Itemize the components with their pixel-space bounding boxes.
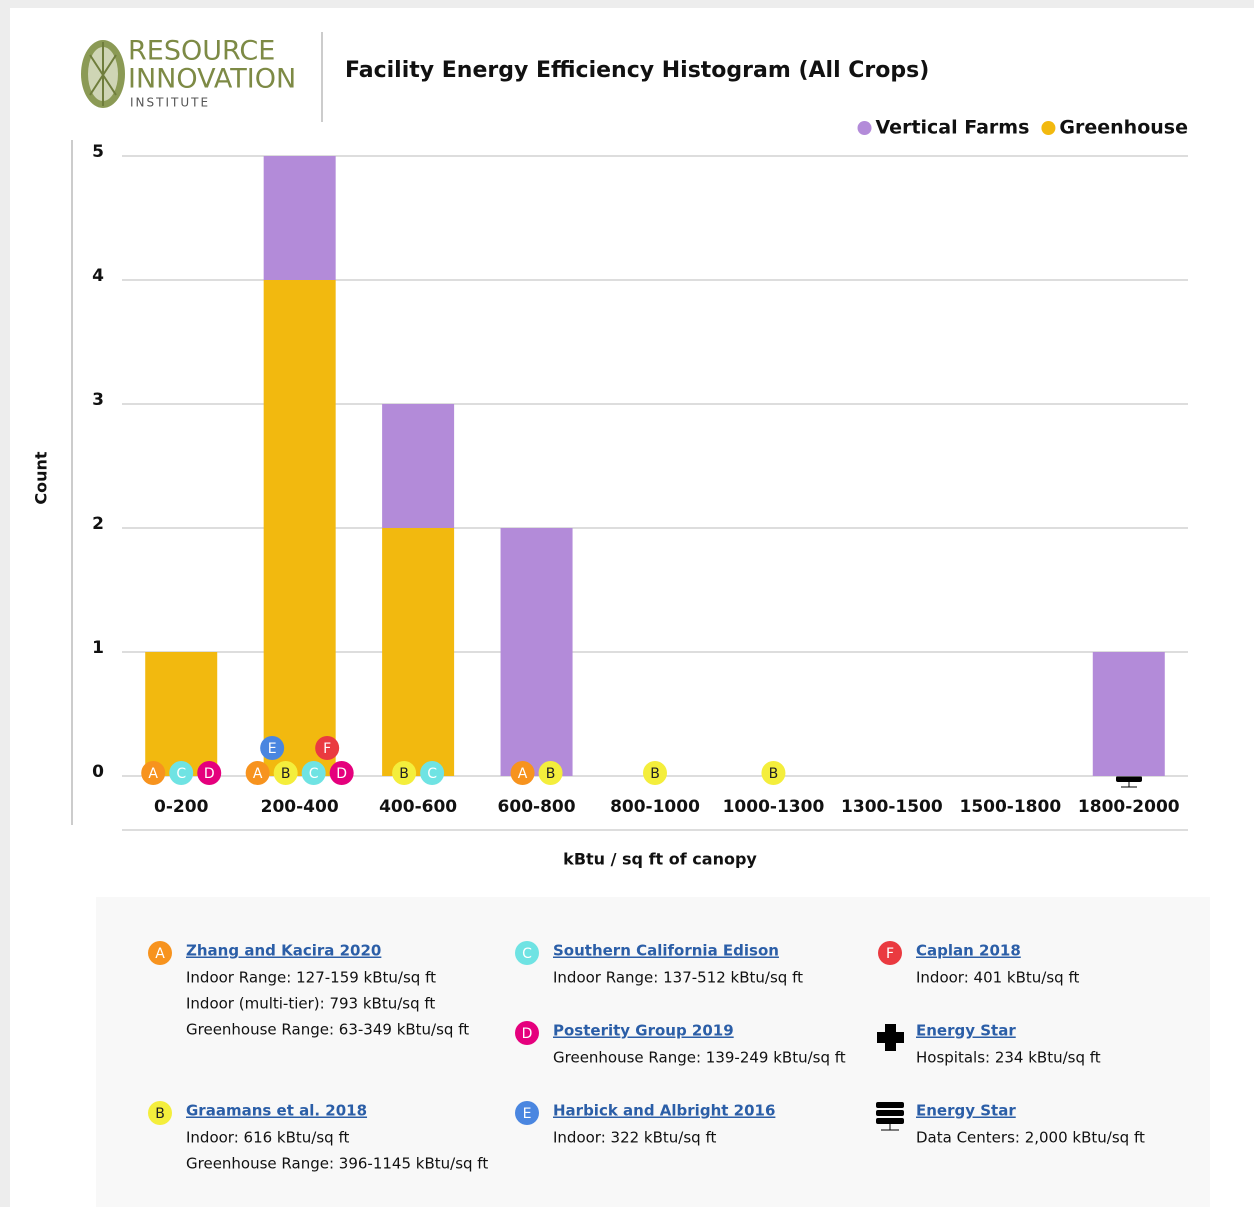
reference-line: Indoor: 616 kBtu/sq ft bbox=[186, 1129, 349, 1147]
reference-line: Indoor Range: 137-512 kBtu/sq ft bbox=[553, 969, 803, 987]
reference-link: Zhang and Kacira 2020 bbox=[186, 942, 381, 960]
y-tick-label: 1 bbox=[92, 638, 104, 658]
marker-letter: B bbox=[650, 766, 660, 782]
legend-label: Greenhouse bbox=[1059, 117, 1188, 139]
reference-link: Caplan 2018 bbox=[916, 942, 1021, 960]
reference-line: Greenhouse Range: 139-249 kBtu/sq ft bbox=[553, 1049, 846, 1067]
reference-link: Graamans et al. 2018 bbox=[186, 1102, 367, 1120]
reference-link: Energy Star bbox=[916, 1022, 1016, 1040]
reference-link: Posterity Group 2019 bbox=[553, 1022, 734, 1040]
datacenter-icon bbox=[876, 1102, 904, 1131]
marker-badge bbox=[197, 761, 222, 785]
legend-swatch bbox=[1041, 121, 1056, 135]
bar-segment bbox=[145, 652, 218, 776]
bar-segment bbox=[382, 404, 455, 528]
reference-line: Indoor Range: 127-159 kBtu/sq ft bbox=[186, 969, 436, 987]
x-tick-label: 400-600 bbox=[379, 797, 457, 817]
marker-letter: B bbox=[399, 766, 409, 782]
y-tick-label: 4 bbox=[92, 266, 104, 286]
bar-segment bbox=[500, 528, 573, 776]
y-tick-label: 2 bbox=[92, 514, 104, 534]
reference-line: Indoor: 401 kBtu/sq ft bbox=[916, 969, 1079, 987]
marker-badge bbox=[538, 761, 563, 785]
logo-text: RESOURCE bbox=[128, 36, 275, 67]
marker-letter: A bbox=[253, 766, 263, 782]
marker-letter: B bbox=[769, 766, 779, 782]
marker-letter: C bbox=[427, 766, 437, 782]
bar-segment bbox=[382, 528, 455, 776]
y-tick-label: 0 bbox=[92, 762, 104, 782]
marker-badge bbox=[141, 761, 166, 785]
reference-line: Hospitals: 234 kBtu/sq ft bbox=[916, 1049, 1101, 1067]
marker-letter: D bbox=[336, 766, 347, 782]
reference-panel bbox=[96, 897, 1210, 1207]
marker-letter: A bbox=[148, 766, 158, 782]
reference-line: Data Centers: 2,000 kBtu/sq ft bbox=[916, 1129, 1145, 1147]
marker-letter: F bbox=[323, 741, 331, 757]
reference-link: Harbick and Albright 2016 bbox=[553, 1102, 775, 1120]
marker-letter: C bbox=[522, 946, 532, 962]
marker-badge bbox=[273, 761, 298, 785]
y-axis-label: Count bbox=[32, 451, 51, 505]
marker-badge bbox=[245, 761, 270, 785]
marker-badge bbox=[761, 761, 786, 785]
marker-letter: B bbox=[546, 766, 556, 782]
x-tick-label: 1800-2000 bbox=[1078, 797, 1180, 817]
reference-line: Greenhouse Range: 63-349 kBtu/sq ft bbox=[186, 1021, 469, 1039]
bar-segment bbox=[1092, 652, 1165, 776]
logo-text: INSTITUTE bbox=[130, 96, 210, 110]
marker-letter: B bbox=[281, 766, 291, 782]
x-tick-label: 1300-1500 bbox=[841, 797, 943, 817]
reference-line: Indoor: 322 kBtu/sq ft bbox=[553, 1129, 716, 1147]
marker-badge bbox=[878, 941, 902, 965]
x-tick-label: 1000-1300 bbox=[723, 797, 825, 817]
marker-badge bbox=[301, 761, 326, 785]
reference-link: Energy Star bbox=[916, 1102, 1016, 1120]
marker-letter: F bbox=[886, 946, 894, 962]
x-axis-label: kBtu / sq ft of canopy bbox=[563, 850, 757, 869]
reference-link: Southern California Edison bbox=[553, 942, 779, 960]
x-tick-label: 0-200 bbox=[154, 797, 209, 817]
hospital-icon bbox=[877, 1024, 904, 1051]
reference-line: Indoor (multi-tier): 793 kBtu/sq ft bbox=[186, 995, 435, 1013]
marker-badge bbox=[515, 941, 539, 965]
logo-mark bbox=[81, 40, 125, 108]
bar-segment bbox=[263, 280, 336, 776]
marker-badge bbox=[169, 761, 194, 785]
marker-letter: A bbox=[518, 766, 528, 782]
marker-letter: B bbox=[155, 1106, 165, 1122]
y-tick-label: 3 bbox=[92, 390, 104, 410]
marker-letter: C bbox=[309, 766, 319, 782]
marker-letter: E bbox=[523, 1106, 532, 1122]
x-tick-label: 1500-1800 bbox=[959, 797, 1061, 817]
x-tick-label: 600-800 bbox=[498, 797, 576, 817]
marker-letter: E bbox=[268, 741, 277, 757]
y-tick-label: 5 bbox=[92, 142, 104, 162]
marker-badge bbox=[329, 761, 354, 785]
marker-badge bbox=[510, 761, 535, 785]
x-tick-label: 800-1000 bbox=[610, 797, 700, 817]
marker-letter: A bbox=[155, 946, 165, 962]
marker-badge bbox=[643, 761, 667, 785]
marker-badge bbox=[515, 1101, 539, 1125]
marker-badge bbox=[315, 736, 340, 760]
chart-title: Facility Energy Efficiency Histogram (Al… bbox=[345, 58, 929, 83]
marker-badge bbox=[148, 941, 172, 965]
marker-badge bbox=[515, 1021, 539, 1045]
marker-badge bbox=[392, 761, 417, 785]
reference-line: Greenhouse Range: 396-1145 kBtu/sq ft bbox=[186, 1155, 488, 1173]
marker-letter: D bbox=[522, 1026, 533, 1042]
marker-letter: D bbox=[204, 766, 215, 782]
logo-text: INNOVATION bbox=[128, 64, 296, 95]
marker-badge bbox=[420, 761, 445, 785]
x-tick-label: 200-400 bbox=[261, 797, 339, 817]
marker-badge bbox=[260, 736, 285, 760]
marker-letter: C bbox=[176, 766, 186, 782]
legend-label: Vertical Farms bbox=[876, 117, 1030, 139]
bar-segment bbox=[263, 156, 336, 280]
marker-badge bbox=[148, 1101, 172, 1125]
legend-swatch bbox=[857, 121, 872, 135]
